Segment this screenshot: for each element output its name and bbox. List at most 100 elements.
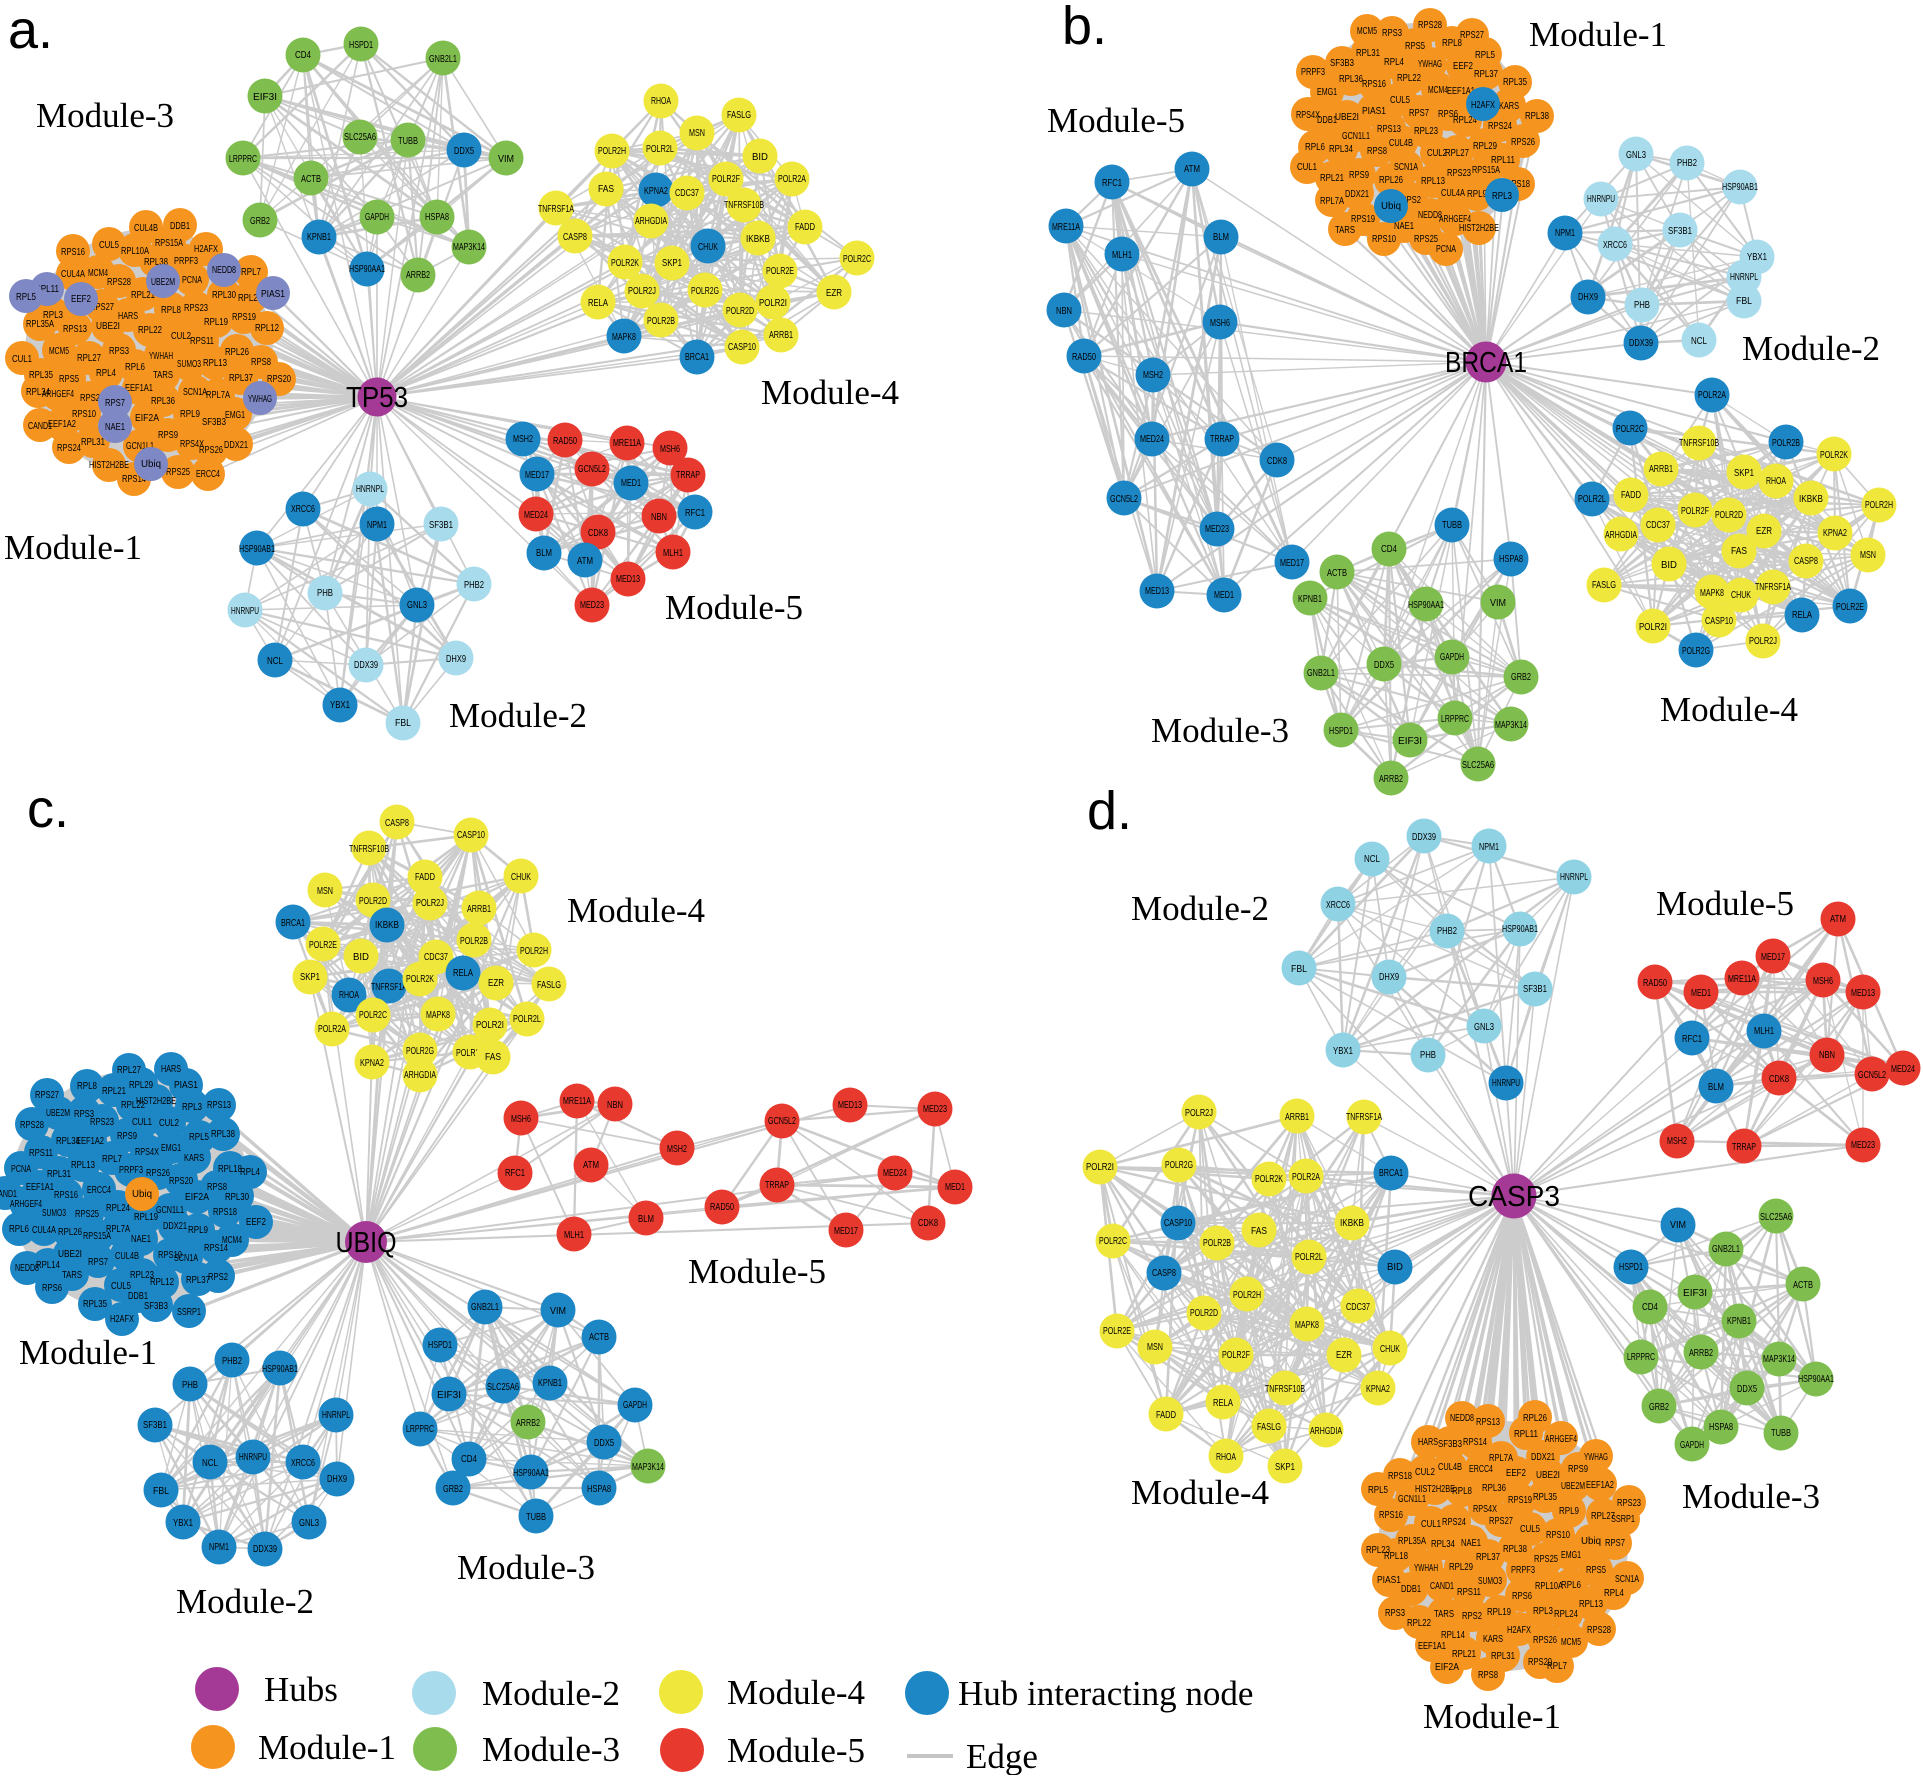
svg-text:EEF2: EEF2 (246, 1217, 266, 1228)
svg-text:MLH1: MLH1 (564, 1229, 584, 1241)
svg-text:SKP1: SKP1 (1734, 467, 1754, 479)
svg-text:RPS8: RPS8 (1478, 1670, 1498, 1681)
svg-text:GNL3: GNL3 (299, 1517, 319, 1529)
svg-text:XRCC6: XRCC6 (291, 503, 315, 515)
svg-text:MED17: MED17 (525, 469, 549, 481)
svg-text:BID: BID (1387, 1261, 1403, 1273)
svg-text:CD4: CD4 (1642, 1301, 1658, 1313)
svg-text:CHUK: CHUK (511, 871, 531, 883)
svg-text:RPS23: RPS23 (1617, 1498, 1641, 1509)
svg-text:SLC25A6: SLC25A6 (1462, 759, 1494, 771)
svg-text:HSPD1: HSPD1 (428, 1339, 452, 1351)
svg-text:PHB: PHB (1634, 299, 1650, 311)
svg-text:RFC1: RFC1 (505, 1167, 525, 1179)
svg-text:KARS: KARS (184, 1153, 204, 1164)
svg-text:CUL1: CUL1 (1421, 1519, 1441, 1530)
svg-text:CD4: CD4 (295, 49, 311, 61)
svg-text:Module-5: Module-5 (1656, 884, 1794, 923)
svg-text:NCL: NCL (202, 1457, 218, 1469)
svg-text:RPS11: RPS11 (29, 1148, 53, 1159)
svg-text:ARRB1: ARRB1 (1649, 463, 1673, 475)
svg-text:DHX9: DHX9 (1578, 291, 1598, 303)
svg-text:DDX21: DDX21 (224, 440, 248, 451)
svg-text:MED13: MED13 (838, 1099, 862, 1111)
svg-text:EEF1A2: EEF1A2 (48, 419, 76, 430)
svg-text:ARHGEF4: ARHGEF4 (42, 389, 74, 400)
svg-text:RPS13: RPS13 (1377, 124, 1401, 135)
svg-text:RPL13: RPL13 (1421, 176, 1445, 187)
svg-text:HIST2H2BE: HIST2H2BE (1415, 1484, 1455, 1495)
svg-text:Module-3: Module-3 (36, 96, 174, 135)
svg-text:HSP90AA1: HSP90AA1 (513, 1467, 549, 1479)
svg-text:GNL3: GNL3 (1474, 1021, 1494, 1033)
svg-text:MSH6: MSH6 (660, 443, 680, 455)
svg-text:RPL4: RPL4 (1604, 1588, 1624, 1599)
svg-text:RPS10: RPS10 (1372, 234, 1396, 245)
svg-text:EIF3I: EIF3I (437, 1389, 461, 1401)
svg-text:HSPA8: HSPA8 (587, 1483, 611, 1495)
svg-text:POLR2I: POLR2I (759, 297, 787, 309)
svg-text:POLR2F: POLR2F (1222, 1349, 1250, 1361)
svg-text:RPL38: RPL38 (1503, 1544, 1527, 1555)
svg-text:CASP8: CASP8 (563, 231, 587, 243)
svg-text:RPS28: RPS28 (20, 1120, 44, 1131)
svg-text:EIF2A: EIF2A (185, 1192, 209, 1203)
svg-text:BID: BID (353, 951, 369, 963)
svg-text:PRPF3: PRPF3 (1511, 1565, 1535, 1576)
svg-text:CUL2: CUL2 (159, 1118, 179, 1129)
svg-text:RPL4: RPL4 (240, 1167, 260, 1178)
svg-text:TUBB: TUBB (398, 135, 418, 147)
svg-text:MED17: MED17 (1280, 557, 1304, 569)
svg-text:YBX1: YBX1 (1333, 1045, 1353, 1057)
svg-text:RPL35: RPL35 (83, 1299, 107, 1310)
svg-text:POLR2D: POLR2D (1715, 509, 1743, 521)
svg-text:KPNA2: KPNA2 (644, 185, 668, 197)
svg-text:EIF2A: EIF2A (135, 413, 159, 424)
svg-text:RPL3: RPL3 (43, 310, 63, 321)
svg-text:DDX39: DDX39 (253, 1543, 277, 1555)
svg-text:EMG1: EMG1 (225, 410, 245, 421)
svg-text:a.: a. (8, 0, 53, 60)
svg-text:RPL31: RPL31 (1491, 1651, 1515, 1662)
svg-text:RPS9: RPS9 (117, 1131, 137, 1142)
svg-text:GNB2L1: GNB2L1 (1712, 1243, 1740, 1255)
svg-text:DHX9: DHX9 (327, 1473, 347, 1485)
svg-text:RPL6: RPL6 (9, 1224, 29, 1235)
svg-text:RPS16: RPS16 (54, 1190, 78, 1201)
svg-text:RPS2: RPS2 (1401, 195, 1421, 206)
svg-text:Ubiq: Ubiq (1381, 201, 1401, 212)
svg-text:POLR2B: POLR2B (1203, 1237, 1231, 1249)
svg-text:GCN5L2: GCN5L2 (1110, 493, 1138, 505)
svg-text:ATM: ATM (577, 555, 593, 567)
svg-text:ARRB2: ARRB2 (1689, 1347, 1713, 1359)
svg-text:RPS13: RPS13 (1476, 1417, 1500, 1428)
svg-text:FADD: FADD (1156, 1409, 1176, 1421)
svg-text:SF3B1: SF3B1 (143, 1419, 167, 1431)
svg-text:RPL24: RPL24 (1453, 115, 1477, 126)
svg-text:RPL34: RPL34 (1329, 144, 1353, 155)
svg-text:MLH1: MLH1 (1112, 249, 1132, 261)
svg-text:TNFRSF10B: TNFRSF10B (349, 843, 389, 855)
svg-text:CUL4A: CUL4A (1441, 188, 1465, 199)
svg-text:ARRB2: ARRB2 (516, 1417, 540, 1429)
svg-text:CDK8: CDK8 (918, 1217, 938, 1229)
svg-text:RPS6: RPS6 (1512, 1591, 1532, 1602)
svg-text:SF3B1: SF3B1 (429, 519, 453, 531)
svg-text:RPL29: RPL29 (1449, 1562, 1473, 1573)
svg-text:LRPPRC: LRPPRC (1627, 1351, 1655, 1363)
svg-text:PRPF3: PRPF3 (174, 256, 198, 267)
svg-text:MED24: MED24 (524, 509, 548, 521)
svg-text:DDX21: DDX21 (1531, 1452, 1555, 1463)
svg-text:RPL23: RPL23 (1414, 126, 1438, 137)
svg-text:MCM4: MCM4 (1428, 85, 1448, 96)
svg-text:RPS28: RPS28 (1418, 20, 1442, 31)
svg-text:CASP10: CASP10 (1705, 615, 1733, 627)
svg-text:NAE1: NAE1 (105, 422, 125, 433)
svg-text:RPL24: RPL24 (1554, 1609, 1578, 1620)
svg-text:PHB2: PHB2 (1677, 157, 1697, 169)
svg-text:KPNA2: KPNA2 (1366, 1383, 1390, 1395)
svg-text:CASP3: CASP3 (1468, 1181, 1560, 1213)
svg-text:CUL4A: CUL4A (32, 1225, 56, 1236)
svg-text:PRPF3: PRPF3 (119, 1165, 143, 1176)
svg-text:TRRAP: TRRAP (1210, 433, 1234, 445)
